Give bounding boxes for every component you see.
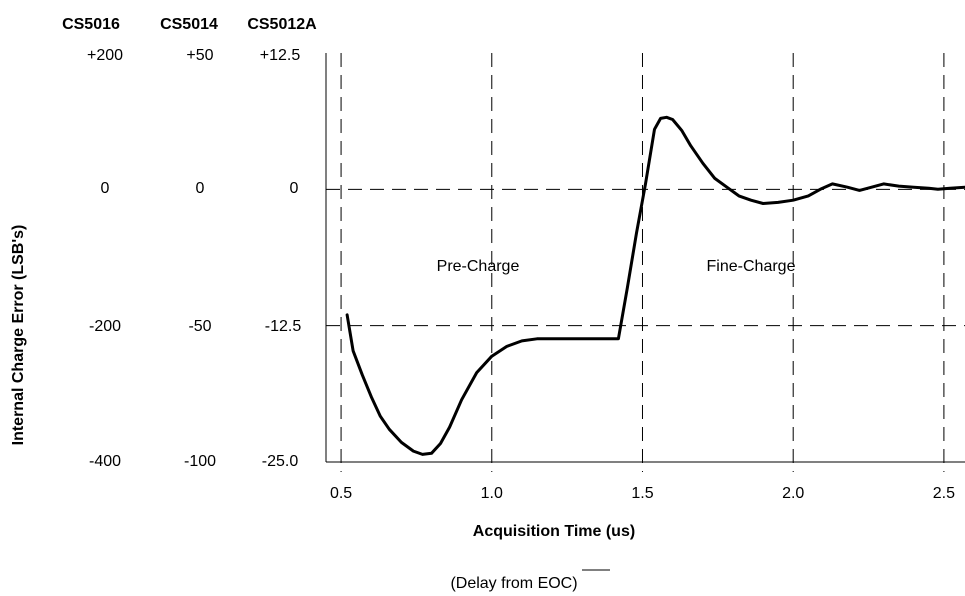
- x-tick-label: 0.5: [330, 485, 352, 502]
- y-tick-cs5014: -50: [188, 318, 211, 335]
- x-tick-label: 2.0: [782, 485, 804, 502]
- series-line: [345, 115, 965, 456]
- y-tick-cs5016: 0: [101, 180, 110, 197]
- plot-area: 0.5 1.0 1.5 2.0 2.5: [325, 53, 965, 502]
- x-axis-subtitle: (Delay from EOC): [450, 575, 577, 592]
- y-tick-cs5016: -200: [89, 318, 121, 335]
- y-scale-header-cs5016: CS5016: [62, 16, 120, 33]
- y-tick-cs5012a: -12.5: [265, 318, 302, 335]
- y-scale-header-cs5012a: CS5012A: [247, 16, 317, 33]
- x-axis-title: Acquisition Time (us): [473, 523, 635, 540]
- y-tick-cs5014: -100: [184, 453, 216, 470]
- y-tick-cs5016: -400: [89, 453, 121, 470]
- x-tick-label: 1.0: [481, 485, 503, 502]
- annotation-pre-charge: Pre-Charge: [437, 258, 520, 275]
- annotation-fine-charge: Fine-Charge: [707, 258, 796, 275]
- y-scale-header-cs5014: CS5014: [160, 16, 218, 33]
- y-tick-cs5014: +50: [186, 47, 213, 64]
- y-tick-cs5012a: 0: [290, 180, 299, 197]
- x-tick-label: 1.5: [631, 485, 653, 502]
- y-tick-cs5012a: +12.5: [260, 47, 301, 64]
- y-tick-cs5012a: -25.0: [262, 453, 299, 470]
- y-tick-cs5016: +200: [87, 47, 123, 64]
- y-axis-title: Internal Charge Error (LSB's): [10, 225, 27, 446]
- y-tick-cs5014: 0: [196, 180, 205, 197]
- x-tick-label: 2.5: [933, 485, 955, 502]
